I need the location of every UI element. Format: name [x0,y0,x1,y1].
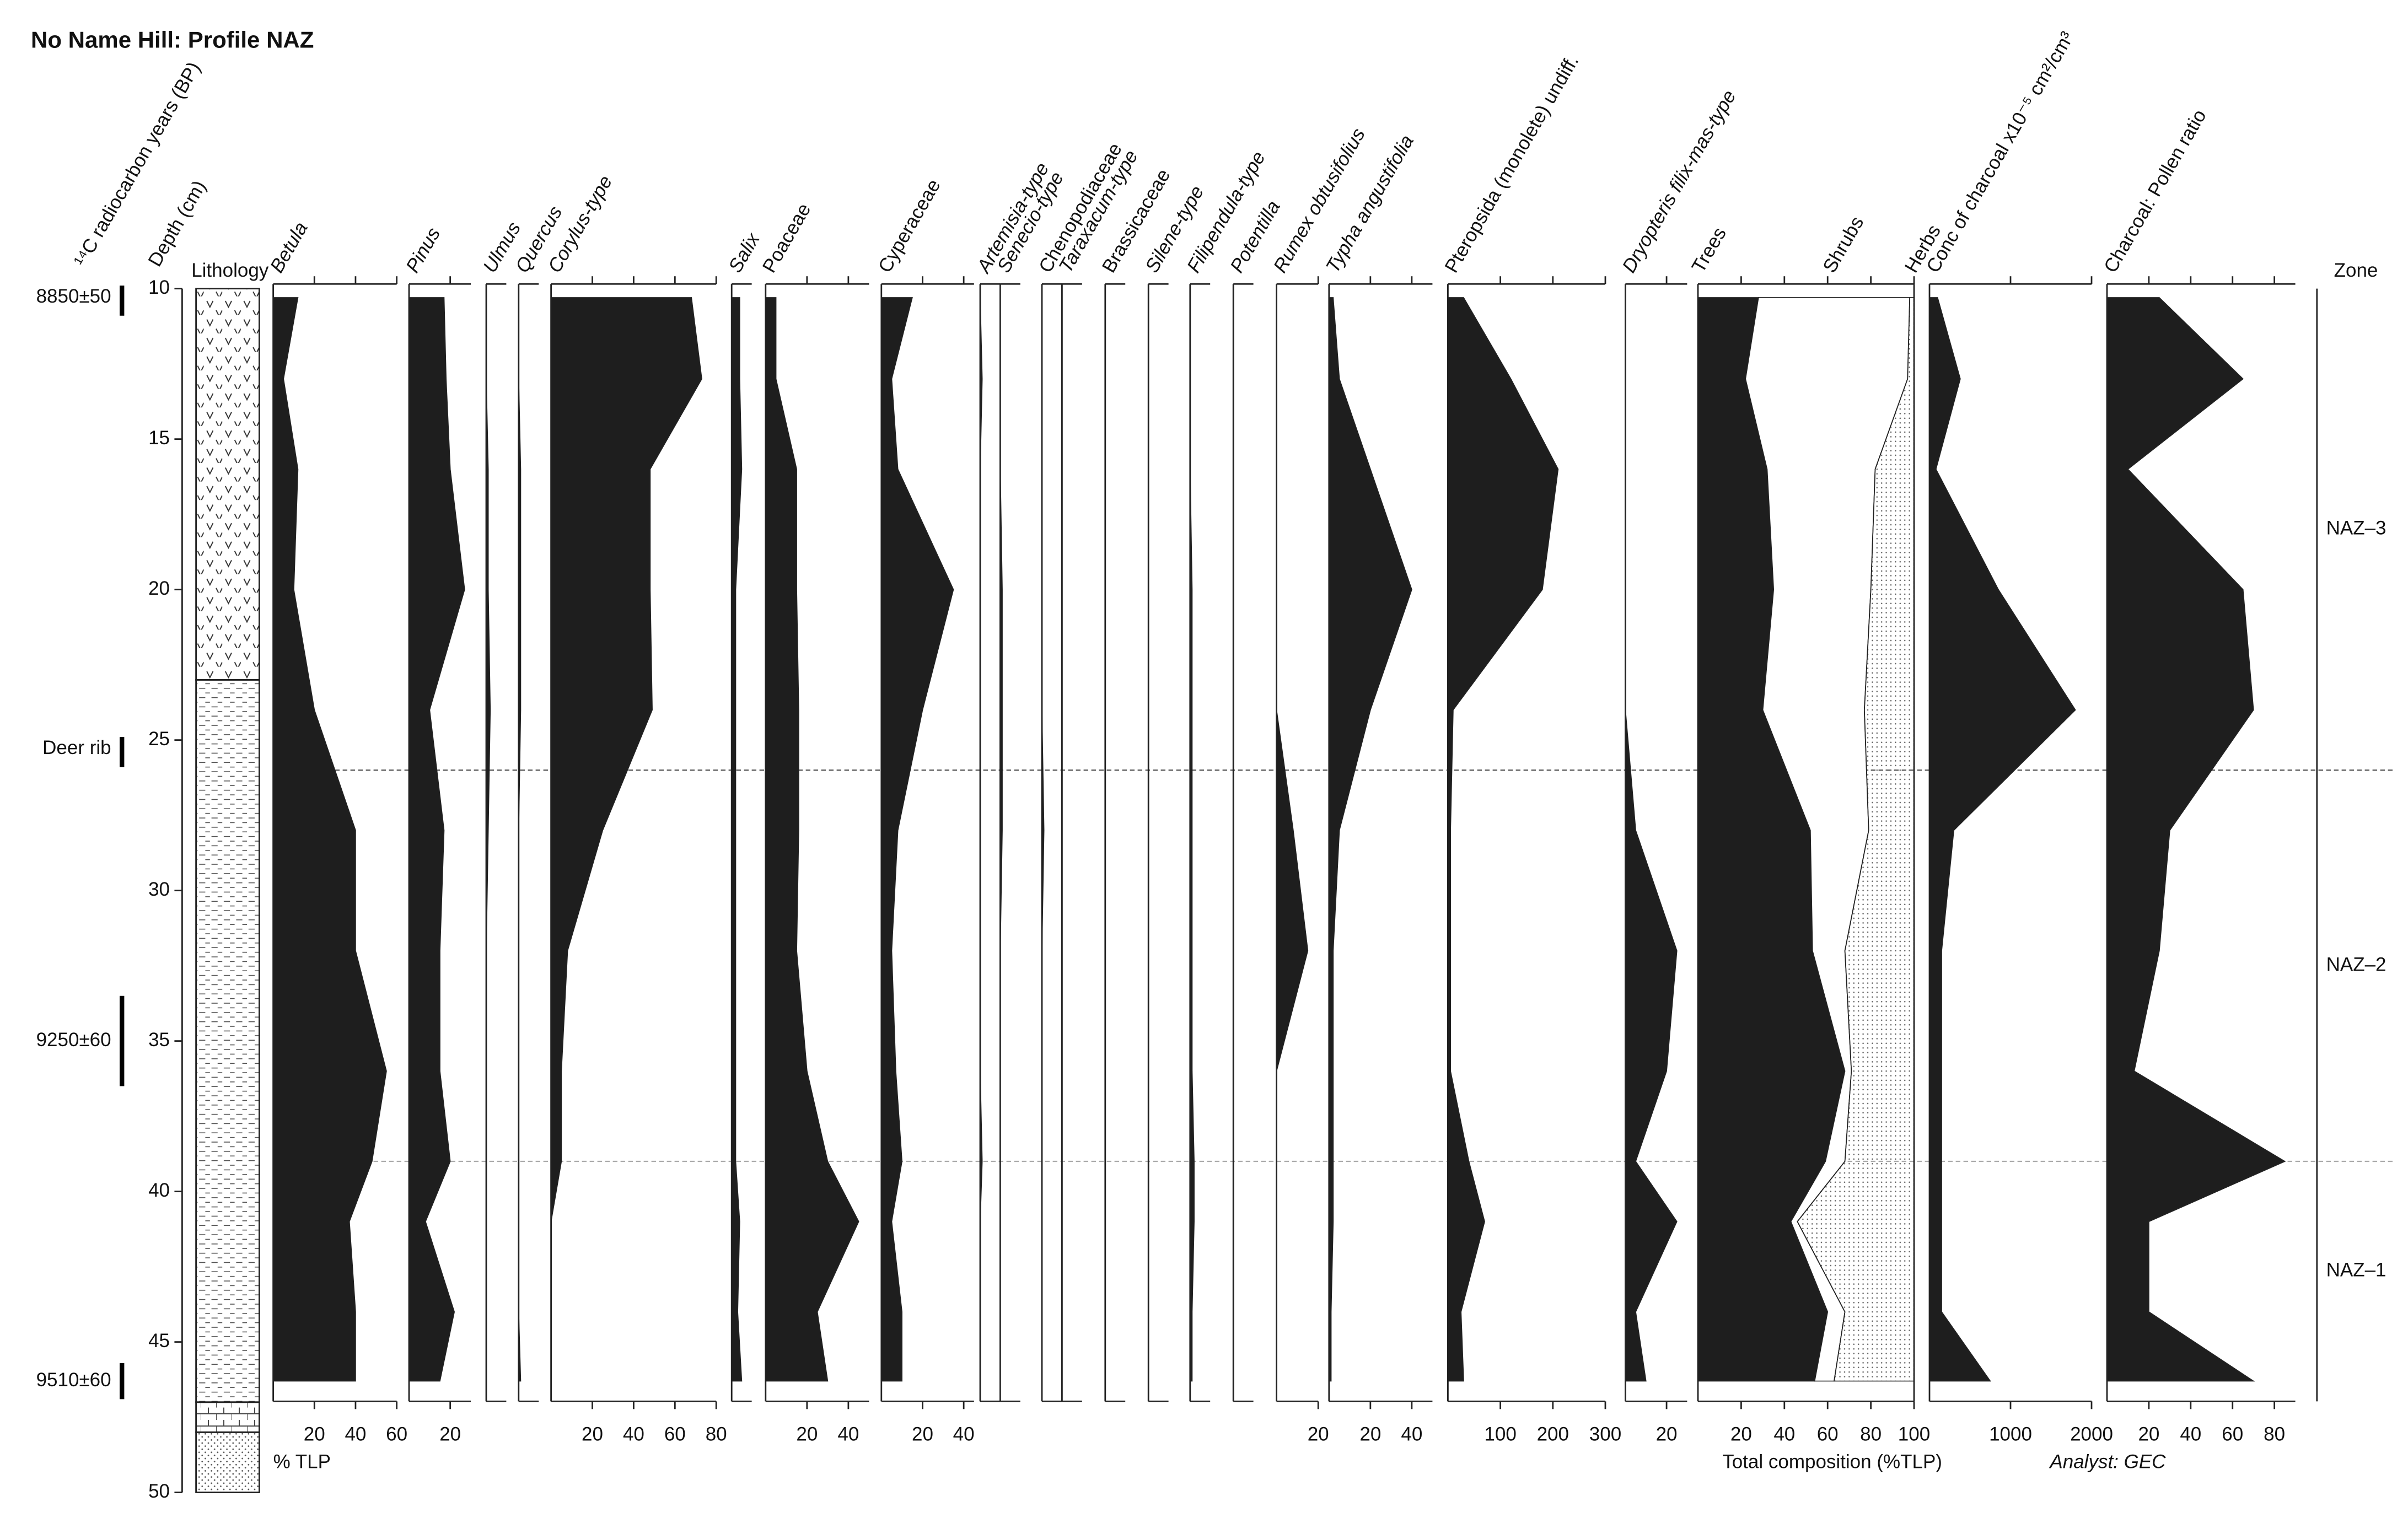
lithology-unit [195,679,260,1403]
charcoal-curve [2106,297,2286,1382]
taxon-curve [999,297,1003,1381]
taxon-curve [980,297,983,1381]
tick-label: 60 [386,1423,407,1445]
stack-segment [1797,297,1915,1382]
date-label: 9510±60 [36,1369,111,1391]
date-label: 9250±60 [36,1029,111,1051]
depth-tick-label: 45 [148,1330,170,1352]
depth-tick-label: 25 [148,728,170,750]
chart-title: No Name Hill: Profile NAZ [31,27,314,53]
date-label: 8850±50 [36,286,111,307]
depth-tick-label: 50 [148,1481,170,1502]
zone-label: NAZ–2 [2326,954,2386,975]
taxon-curve [1189,297,1195,1382]
tick-label: 20 [912,1423,933,1445]
tick-label: 20 [796,1423,818,1445]
taxon-name: Pinus [402,224,445,276]
taxon-curve [880,297,954,1382]
tick-label: 200 [1537,1423,1569,1445]
tick-label: 100 [1484,1423,1516,1445]
depth-tick-label: 35 [148,1029,170,1051]
taxon-curve [272,297,387,1382]
tick-label: 80 [706,1423,727,1445]
taxon-name: Conc of charcoal x10⁻⁵ cm²/cm³ [1922,28,2078,277]
tick-label: 40 [623,1423,644,1445]
depth-axis-label: Depth (cm) [144,177,210,270]
depth-tick-label: 20 [148,578,170,599]
taxon-name: Betula [266,218,311,276]
tick-label: 80 [1860,1423,1882,1445]
taxon-curve [409,297,465,1382]
tick-label: 1000 [1989,1423,2032,1445]
depth-tick-label: 10 [148,277,170,298]
total-axis-label: Total composition (%TLP) [1722,1451,1942,1473]
lithology-unit [195,288,260,681]
lithology-unit [195,1401,260,1433]
taxon-curve [1041,297,1045,1381]
taxon-curve [550,297,702,1381]
tick-label: 20 [304,1423,325,1445]
depth-tick-label: 40 [148,1180,170,1201]
tick-label: 40 [2180,1423,2201,1445]
date-label: Deer rib [42,737,111,758]
tick-label: 60 [664,1423,686,1445]
tick-label: 20 [1656,1423,1678,1445]
taxon-name: Cyperaceae [874,175,945,276]
tick-label: 40 [837,1423,859,1445]
date-axis-label: ¹⁴C radiocarbon years (BP) [70,58,205,271]
tick-label: 20 [2138,1423,2159,1445]
analyst: Analyst: GEC [2049,1451,2166,1473]
tick-label: 60 [1817,1423,1839,1445]
tick-label: 20 [582,1423,603,1445]
taxon-name: Pteropsida (monolete) undiff. [1440,51,1583,276]
tick-label: 40 [345,1423,366,1445]
tick-label: 20 [439,1423,461,1445]
taxon-curve [1328,297,1412,1382]
taxon-curve [1625,297,1678,1382]
tick-label: 20 [1359,1423,1381,1445]
tick-label: 20 [1308,1423,1329,1445]
tick-label: 40 [1773,1423,1795,1445]
zone-label: NAZ–1 [2326,1259,2386,1281]
tick-label: 60 [2222,1423,2243,1445]
depth-tick-label: 30 [148,879,170,900]
x-axis-label: % TLP [273,1451,331,1473]
tick-label: 300 [1589,1423,1621,1445]
taxon-name: Poaceae [759,200,815,276]
lithology-label: Lithology [191,260,269,281]
tick-label: 100 [1898,1423,1930,1445]
taxon-name: Shrubs [1819,213,1868,277]
taxon-name: Charcoal: Pollen ratio [2100,106,2211,276]
tick-label: 2000 [2070,1423,2113,1445]
tick-label: 20 [1730,1423,1752,1445]
tick-label: 80 [2264,1423,2285,1445]
depth-tick-label: 15 [148,427,170,449]
zone-label: Zone [2334,260,2378,281]
taxon-curve [731,297,743,1382]
taxon-name: Salix [724,229,764,276]
zone-label: NAZ–3 [2326,518,2386,539]
tick-label: 40 [1401,1423,1422,1445]
taxon-curve [486,297,491,1381]
taxon-name: Trees [1687,224,1730,277]
taxon-curve [1276,297,1309,1381]
taxon-name: Rumex obtusifolius [1269,125,1369,277]
taxon-curve [1447,297,1559,1382]
lithology-unit [195,1431,260,1494]
taxon-curve [765,297,859,1382]
tick-label: 40 [953,1423,975,1445]
charcoal-curve [1929,297,2076,1382]
taxon-curve [518,297,522,1382]
